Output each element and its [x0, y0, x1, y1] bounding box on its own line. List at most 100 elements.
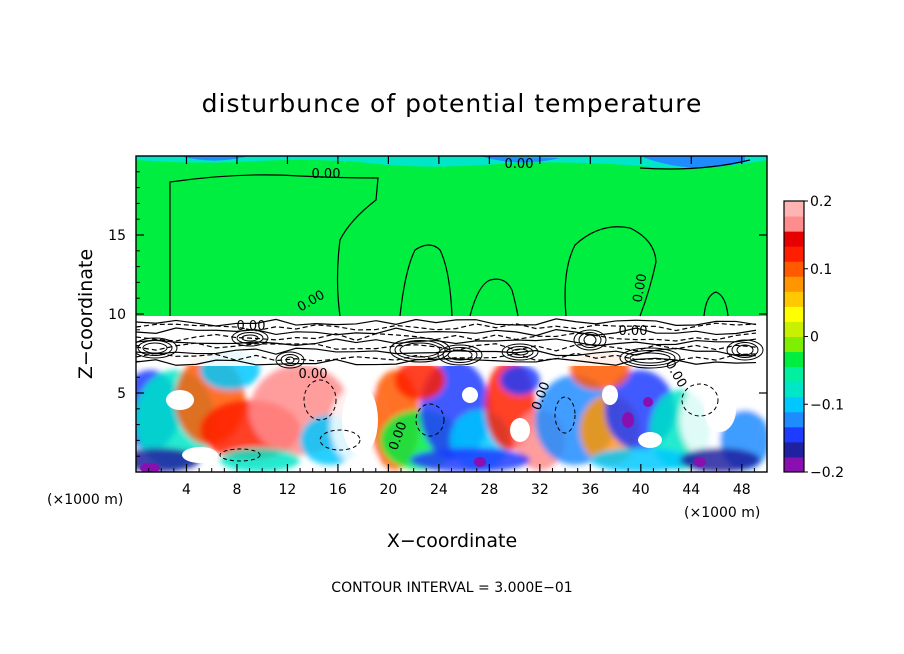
contour-loop — [285, 356, 295, 364]
contour-loop — [231, 329, 269, 347]
field-blob-light — [342, 385, 378, 455]
x-tick-label: 4 — [182, 482, 191, 498]
field-blob-min — [643, 397, 653, 407]
colorbar-swatch — [784, 306, 804, 322]
contour-line — [564, 226, 657, 317]
contour-loop — [280, 354, 300, 366]
contour-loop — [241, 334, 259, 342]
colorbar-tick-label: 0 — [810, 330, 819, 346]
colorbar-swatch — [784, 381, 804, 398]
upper-layer-field — [136, 156, 767, 316]
x-axis-unit-left: (×1000 m) — [47, 492, 123, 508]
turbulent-cells — [136, 350, 767, 472]
contour-loop — [573, 329, 607, 351]
interface-band — [136, 316, 767, 366]
contour-loop-negative — [554, 396, 576, 434]
colorbar-swatch — [784, 336, 804, 353]
contour-label: 0.00 — [237, 319, 266, 334]
contour-loop — [501, 343, 539, 361]
contour-loop — [137, 340, 173, 356]
x-tick-label: 24 — [430, 482, 448, 498]
plot-area: 0.000.000.000.000.000.000.000.000.000.00… — [108, 155, 768, 498]
colorbar-swatch — [784, 456, 804, 473]
x-tick-label: 48 — [733, 482, 751, 498]
colorbar-swatch — [784, 321, 804, 337]
contour-loop — [442, 347, 478, 363]
contour-loop — [394, 340, 446, 360]
contour-interval-note: CONTOUR INTERVAL = 3.000E−01 — [331, 580, 572, 596]
field-blob-min — [694, 457, 706, 467]
contour-line — [169, 174, 379, 317]
contour-loop — [447, 349, 473, 361]
contour-loop — [275, 351, 305, 369]
field-blob-light — [602, 385, 618, 405]
contour-line — [136, 322, 757, 332]
contour-loop — [142, 342, 168, 354]
field-blob-light — [704, 388, 736, 432]
contour-loop — [236, 332, 264, 344]
colorbar-tick-label: 0.2 — [810, 194, 832, 210]
field-blob-light — [638, 432, 662, 448]
contour-line — [136, 342, 757, 352]
colorbar-swatch — [784, 426, 804, 443]
field-blob-light — [462, 387, 478, 403]
contour-line — [639, 159, 751, 170]
x-tick-label: 8 — [232, 482, 241, 498]
contour-label: 0.00 — [505, 157, 534, 172]
y-axis-ticks: 5 10 15 — [108, 171, 767, 457]
contour-loop — [511, 348, 529, 356]
x-tick-label: 40 — [632, 482, 650, 498]
contour-loop-negative — [319, 429, 361, 451]
x-tick-label: 36 — [581, 482, 599, 498]
colorbar-tick-label: −0.2 — [810, 465, 844, 481]
contour-loop — [629, 352, 671, 364]
turbulent-cells-sharp — [136, 316, 767, 472]
colorbar-tick-label: −0.1 — [810, 397, 844, 413]
contour-line — [469, 278, 519, 317]
contour-loop-negative — [219, 448, 261, 462]
x-axis-unit-right: (×1000 m) — [684, 505, 760, 521]
chart-title: disturbunce of potential temperature — [202, 89, 703, 118]
field-blob — [590, 448, 690, 472]
y-tick-label: 5 — [117, 386, 126, 402]
field-blob-min — [140, 463, 160, 472]
colorbar-swatch — [784, 231, 804, 247]
contour-loop — [726, 339, 764, 361]
field-blob — [220, 448, 300, 472]
contour-line — [399, 244, 453, 317]
contour-loop-negative — [303, 379, 337, 421]
field-blob-light — [166, 390, 194, 410]
contour-label: 0.00 — [299, 367, 328, 382]
colorbar-tick-label: 0.1 — [810, 262, 832, 278]
contour-loop — [389, 337, 451, 363]
contour-loop — [437, 344, 483, 366]
top-boundary-noise — [136, 156, 767, 168]
colorbar-swatch — [784, 396, 804, 413]
contour-loop-negative — [681, 383, 719, 417]
contour-loop — [136, 337, 178, 359]
field-blob-light — [510, 418, 530, 442]
field-blob — [395, 360, 445, 400]
colorbar-swatch — [784, 411, 804, 428]
contour-loop — [731, 342, 759, 358]
contour-loop — [506, 346, 534, 358]
colorbar-swatch — [784, 261, 804, 277]
contour-lines — [136, 159, 764, 462]
field-blob — [500, 365, 540, 395]
y-tick-label: 15 — [108, 228, 126, 244]
y-axis-label: Z−coordinate — [75, 249, 97, 379]
contour-line — [136, 332, 757, 342]
contour-label: 0.00 — [631, 273, 651, 304]
contour-label: 0.00 — [619, 324, 648, 339]
field-blob-min — [622, 412, 634, 428]
x-tick-label: 12 — [279, 482, 297, 498]
contour-line — [703, 291, 729, 317]
colorbar-swatch — [784, 291, 804, 307]
field-blob-light — [182, 447, 218, 463]
x-axis-label: X−coordinate — [387, 530, 517, 552]
x-tick-label: 32 — [531, 482, 549, 498]
contour-line — [136, 318, 757, 327]
contour-loop — [583, 334, 597, 346]
contour-loop — [624, 350, 676, 366]
